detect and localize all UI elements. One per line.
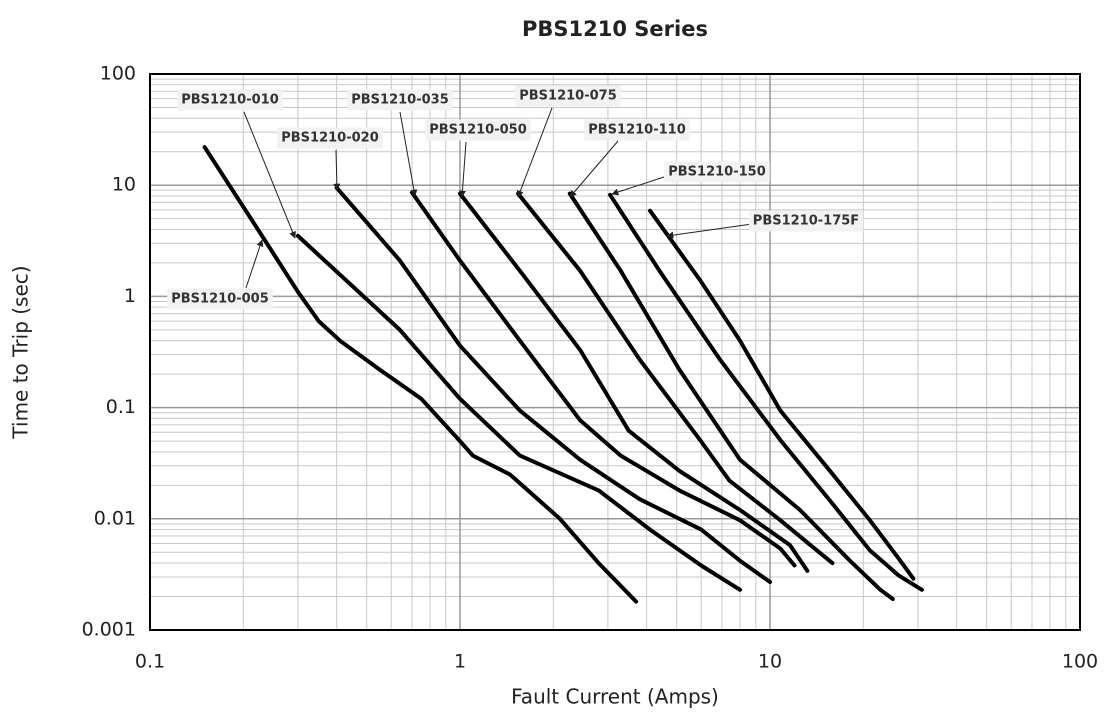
- annotations: PBS1210-005 PBS1210-010 PBS1210-020 PBS1210…: [167, 85, 864, 310]
- y-axis-label: Time to Trip (sec): [9, 265, 33, 439]
- annotation-label: PBS1210-020: [281, 131, 379, 146]
- annotation-arrow: [569, 140, 619, 198]
- annotation-arrow: [333, 149, 341, 191]
- x-tick-label: 1: [454, 651, 466, 673]
- y-tick-label: 0.001: [82, 619, 136, 641]
- annotation-box: [425, 119, 531, 141]
- series-line: [516, 191, 835, 566]
- annotation-box: [167, 288, 273, 310]
- annotation-box: [748, 210, 864, 232]
- annotation-box: [664, 161, 770, 183]
- y-tick-label: 0.1: [106, 396, 136, 418]
- plot-frame: [149, 73, 1081, 631]
- annotation-label: PBS1210-050: [429, 123, 527, 138]
- y-tick-label: 10: [112, 174, 136, 196]
- annotation-box: [277, 127, 383, 149]
- annotation-arrow: [458, 141, 467, 198]
- y-tick-label: 1: [124, 285, 136, 307]
- x-tick-label: 10: [758, 651, 782, 673]
- annotation-arrow: [399, 111, 418, 197]
- series-line: [648, 208, 916, 581]
- annotation-arrow: [243, 111, 296, 239]
- annotation-label: PBS1210-010: [181, 93, 279, 108]
- annotation-arrow: [666, 223, 753, 239]
- y-tick-label: 100: [100, 63, 136, 85]
- y-tick-label: 0.01: [94, 507, 136, 529]
- annotation-box: [177, 89, 283, 111]
- lines: [202, 145, 924, 604]
- series-line: [334, 185, 772, 584]
- x-tick-label: 0.1: [135, 651, 165, 673]
- series-line: [295, 233, 742, 592]
- chart-title: PBS1210 Series: [522, 17, 708, 41]
- series-line: [608, 192, 924, 592]
- series-line: [458, 191, 810, 573]
- series-line: [410, 190, 797, 568]
- series-line: [567, 191, 895, 601]
- annotation-label: PBS1210-005: [171, 292, 269, 307]
- annotation-label: PBS1210-075: [519, 89, 617, 104]
- series-line: [202, 145, 639, 604]
- annotation-label: PBS1210-175F: [753, 214, 859, 229]
- annotation-label: PBS1210-110: [588, 123, 686, 138]
- annotation-box: [584, 119, 690, 141]
- annotation-box: [347, 89, 453, 111]
- annotation-arrow: [516, 107, 553, 198]
- grid: [149, 73, 1081, 631]
- annotation-label: PBS1210-035: [351, 93, 449, 108]
- annotation-arrow: [245, 239, 264, 289]
- x-axis-label: Fault Current (Amps): [511, 685, 719, 709]
- annotation-label: PBS1210-150: [668, 165, 766, 180]
- annotation-box: [515, 85, 621, 107]
- x-tick-label: 100: [1062, 651, 1098, 673]
- annotation-arrow: [611, 176, 665, 196]
